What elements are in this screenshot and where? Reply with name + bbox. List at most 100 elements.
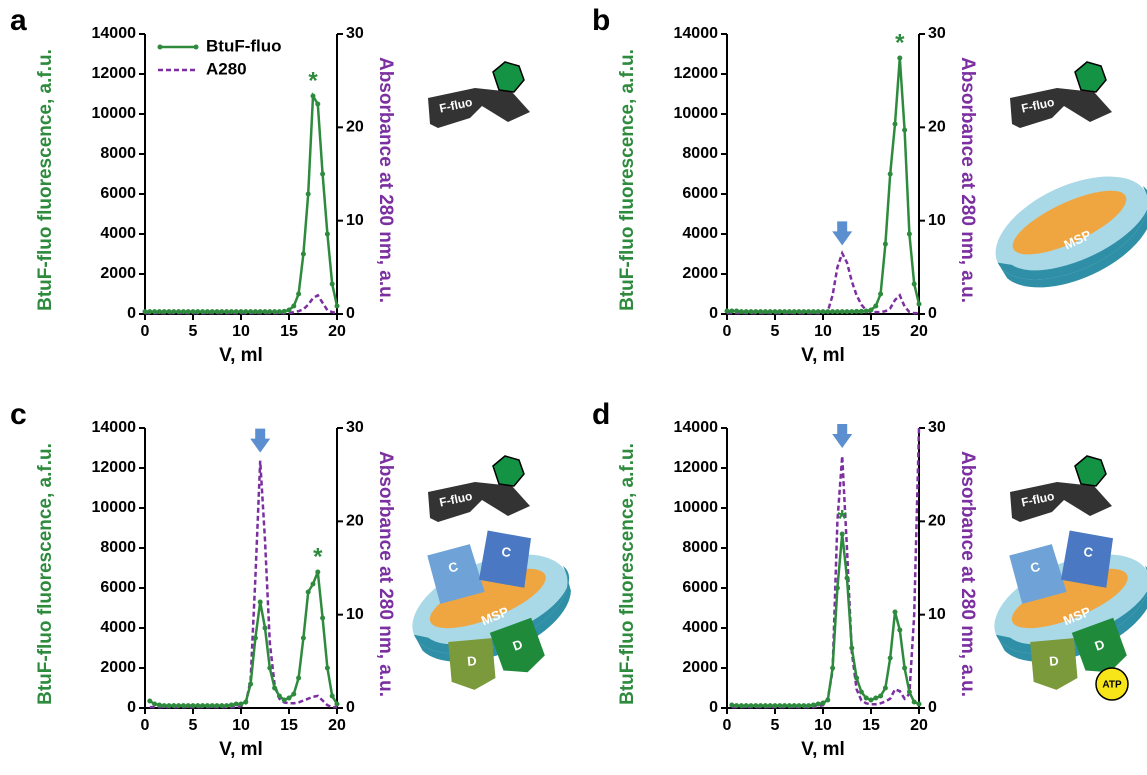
data-point bbox=[195, 309, 201, 315]
disc-band bbox=[413, 565, 570, 654]
y-tick-label: 6000 bbox=[682, 185, 718, 202]
data-point bbox=[329, 281, 335, 287]
ligand-dye bbox=[492, 61, 525, 93]
y-tick-label: 6000 bbox=[100, 185, 136, 202]
data-point bbox=[729, 308, 735, 314]
data-point bbox=[180, 703, 186, 709]
data-point bbox=[300, 635, 306, 641]
d-label: D bbox=[1049, 653, 1060, 669]
atp-circle bbox=[1095, 667, 1129, 701]
ligand-label: F-fluo bbox=[1020, 95, 1056, 116]
data-point bbox=[248, 681, 254, 687]
c-domain: C bbox=[478, 530, 532, 588]
data-point bbox=[902, 127, 908, 133]
x-tick-label: 10 bbox=[232, 717, 250, 734]
d-block bbox=[1030, 638, 1078, 690]
data-point bbox=[772, 309, 778, 315]
data-point bbox=[219, 309, 225, 315]
data-point bbox=[281, 697, 287, 703]
data-point bbox=[892, 609, 898, 615]
c-domain: C bbox=[427, 544, 485, 604]
data-point bbox=[753, 703, 759, 709]
data-point bbox=[161, 309, 167, 315]
y-tick-label: 8000 bbox=[682, 145, 718, 162]
c-label: C bbox=[1082, 544, 1094, 561]
data-point bbox=[786, 309, 792, 315]
atp-label: ATP bbox=[1102, 680, 1122, 691]
data-point bbox=[176, 309, 182, 315]
y2-tick-label: 0 bbox=[346, 699, 355, 716]
ligand-label: F-fluo bbox=[438, 489, 474, 510]
data-point bbox=[806, 703, 812, 709]
data-point bbox=[830, 665, 836, 671]
data-point bbox=[844, 575, 850, 581]
panel: a0 5 10 15 200200040006000800010000120001400… bbox=[10, 4, 530, 366]
data-point bbox=[834, 309, 840, 315]
data-point bbox=[185, 703, 191, 709]
data-point bbox=[310, 581, 316, 587]
y2-tick-label: 20 bbox=[928, 119, 946, 136]
data-point bbox=[777, 703, 783, 709]
disc-band bbox=[995, 565, 1147, 654]
data-point bbox=[791, 309, 797, 315]
data-point bbox=[257, 599, 263, 605]
data-point bbox=[171, 703, 177, 709]
data-point bbox=[882, 241, 888, 247]
data-point bbox=[161, 703, 167, 709]
data-point bbox=[156, 702, 162, 708]
data-point bbox=[243, 699, 249, 705]
data-point bbox=[887, 171, 893, 177]
data-point bbox=[248, 309, 254, 315]
data-point bbox=[257, 309, 263, 315]
data-point bbox=[844, 309, 850, 315]
y-axis-label: BtuF-fluo fluorescence, a.f.u. bbox=[35, 49, 56, 311]
y-tick-label: 12000 bbox=[674, 65, 719, 82]
y-tick-label: 2000 bbox=[682, 659, 718, 676]
data-point bbox=[839, 309, 845, 315]
peak-arrow bbox=[250, 428, 271, 453]
x-axis-label: V, ml bbox=[801, 739, 845, 760]
data-point bbox=[772, 703, 778, 709]
data-point bbox=[873, 695, 879, 701]
data-point bbox=[916, 301, 922, 307]
y-tick-label: 10000 bbox=[92, 499, 137, 516]
y-tick-label: 14000 bbox=[92, 419, 137, 436]
x-tick-label: 20 bbox=[328, 323, 346, 340]
data-point bbox=[320, 171, 326, 177]
series-line bbox=[149, 460, 337, 709]
y2-tick-label: 20 bbox=[928, 513, 946, 530]
y2-tick-label: 0 bbox=[346, 305, 355, 322]
data-point bbox=[315, 101, 321, 107]
data-point bbox=[878, 693, 884, 699]
y-axis-label: BtuF-fluo fluorescence, a.f.u. bbox=[617, 443, 638, 705]
y2-tick-label: 10 bbox=[928, 212, 946, 229]
y2-tick-label: 30 bbox=[928, 419, 946, 436]
legend-marker bbox=[193, 44, 199, 50]
x-tick-label: 0 bbox=[723, 323, 732, 340]
panel: d0 5 10 15 200200040006000800010000120001400… bbox=[592, 398, 1147, 760]
y2-tick-label: 30 bbox=[928, 25, 946, 42]
data-point bbox=[767, 309, 773, 315]
data-point bbox=[786, 703, 792, 709]
data-point bbox=[315, 569, 321, 575]
data-point bbox=[854, 308, 860, 314]
data-point bbox=[911, 699, 917, 705]
x-tick-label: 10 bbox=[814, 323, 832, 340]
data-point bbox=[204, 703, 210, 709]
data-point bbox=[152, 309, 158, 315]
x-axis-label: V, ml bbox=[219, 345, 263, 366]
y-tick-label: 12000 bbox=[92, 65, 137, 82]
data-point bbox=[724, 308, 730, 314]
data-point bbox=[868, 697, 874, 703]
data-point bbox=[224, 703, 230, 709]
data-point bbox=[849, 309, 855, 315]
panel-label: b bbox=[592, 4, 610, 37]
y-tick-label: 6000 bbox=[682, 579, 718, 596]
data-point bbox=[238, 309, 244, 315]
data-point bbox=[738, 309, 744, 315]
peak-asterisk: * bbox=[838, 505, 848, 532]
y-tick-label: 8000 bbox=[100, 145, 136, 162]
c-domain: C bbox=[1060, 530, 1114, 588]
y-tick-label: 6000 bbox=[100, 579, 136, 596]
